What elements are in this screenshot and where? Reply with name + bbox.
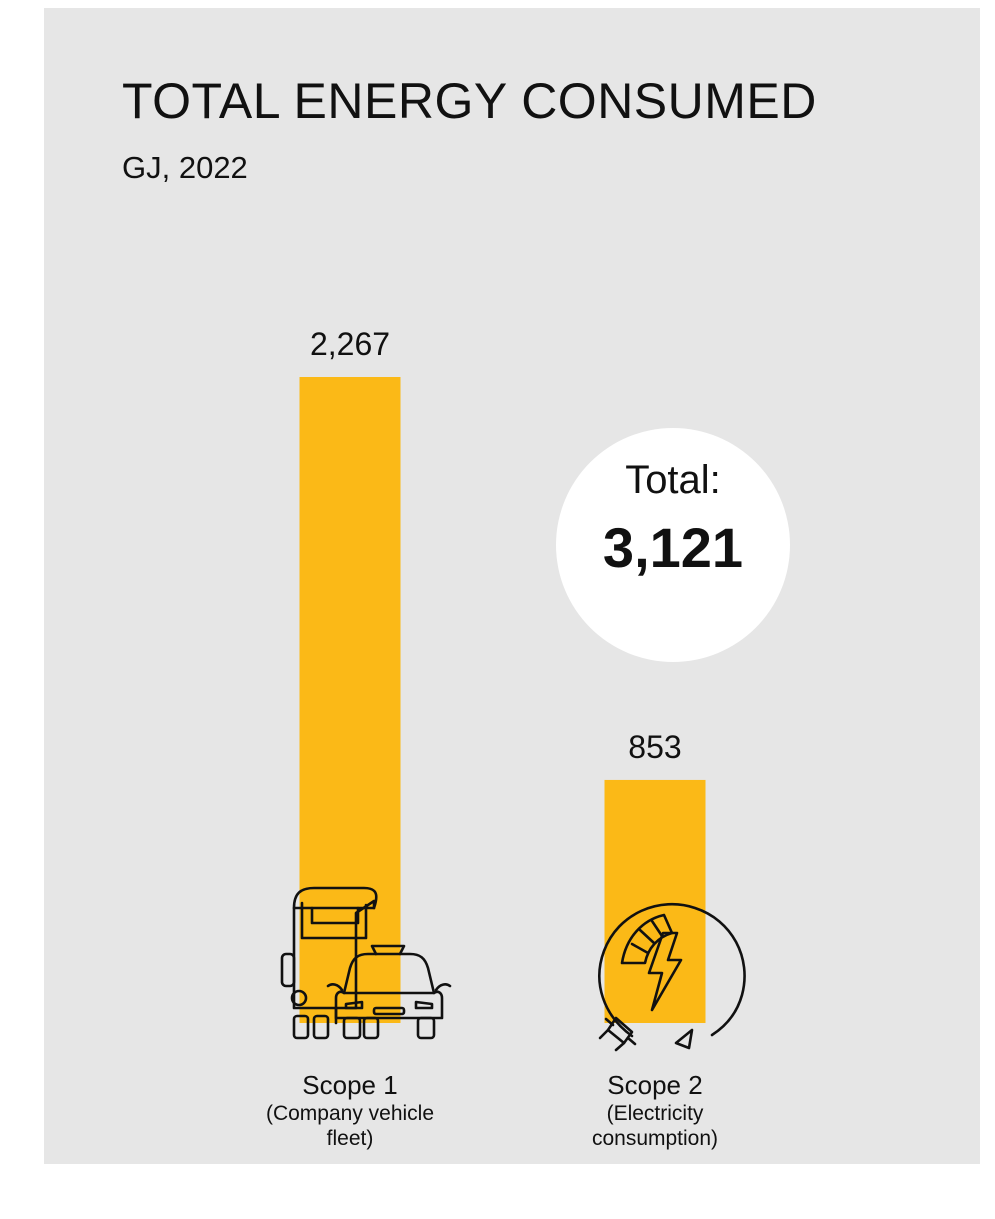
data-label: 853	[628, 729, 681, 765]
total-value: 3,121	[602, 516, 744, 579]
chart-title: TOTAL ENERGY CONSUMED	[122, 73, 817, 129]
chart-subtitle: GJ, 2022	[122, 150, 248, 185]
category-name: Scope 2	[607, 1070, 703, 1100]
category-note: (Electricity consumption)	[591, 1102, 719, 1151]
truck-and-car-icon	[280, 886, 452, 1040]
data-label: 2,267	[310, 326, 390, 362]
bar-chart: 2,267 853	[280, 326, 746, 1052]
chart-panel: TOTAL ENERGY CONSUMED GJ, 2022 2,267 853 …	[44, 8, 980, 1164]
total-badge: Total: 3,121	[556, 428, 790, 662]
total-label: Total:	[625, 458, 721, 502]
category-label-scope-2: Scope 2 (Electricity consumption)	[545, 1070, 765, 1152]
category-label-scope-1: Scope 1 (Company vehicle fleet)	[240, 1070, 460, 1152]
electricity-gauge-plug-icon	[598, 903, 746, 1052]
bar-scope-2	[604, 779, 706, 1023]
bar-scope-1	[299, 377, 401, 1023]
category-note: (Company vehicle fleet)	[265, 1102, 435, 1151]
category-name: Scope 1	[302, 1070, 398, 1100]
